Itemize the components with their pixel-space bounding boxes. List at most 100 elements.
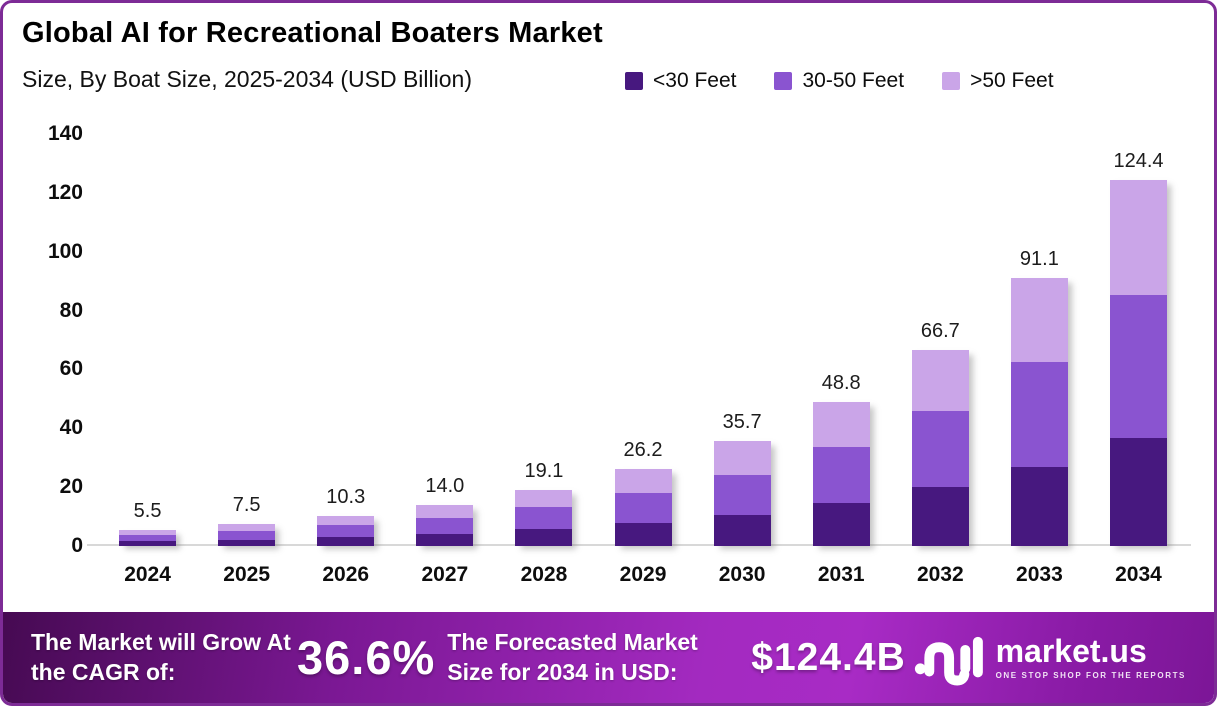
bar-column: 14.0 <box>395 134 494 546</box>
legend-label: 30-50 Feet <box>802 69 905 92</box>
bar-segment <box>1109 179 1167 295</box>
bar-segment <box>1010 277 1068 363</box>
bar-total-label: 26.2 <box>623 438 663 461</box>
stacked-bar <box>416 504 474 546</box>
bar-segment <box>119 541 177 546</box>
bar-column: 26.2 <box>593 134 692 546</box>
marketus-logo-icon <box>914 636 983 685</box>
bar-column: 10.3 <box>296 134 395 546</box>
legend-swatch <box>774 72 793 90</box>
plot-area: 5.5 7.5 10.3 14.0 19.1 26.2 35.7 48.8 66.7 91.1 12… <box>98 134 1188 546</box>
bar-column: 66.7 <box>891 134 990 546</box>
y-tick-label: 60 <box>59 357 83 381</box>
bar-segment <box>1109 437 1167 546</box>
cagr-label: The Market will Grow At the CAGR of: <box>31 629 291 685</box>
x-axis-labels: 2024 2025 2026 2027 2028 2029 2030 2031 2032 2033… <box>98 563 1188 587</box>
bar-segment <box>713 474 771 516</box>
x-tick-label: 2029 <box>619 563 667 586</box>
x-tick-label: 2031 <box>817 563 865 586</box>
y-tick-label: 140 <box>47 122 83 145</box>
stacked-bar <box>911 349 969 546</box>
legend-item: <30 Feet <box>625 69 736 93</box>
forecast-value: $124.4B <box>751 635 906 679</box>
bar-segment <box>812 503 870 546</box>
bar-column: 35.7 <box>693 134 792 546</box>
y-axis: 0 20 40 60 80 100 120 140 <box>3 122 83 557</box>
bar-segment <box>218 523 276 531</box>
bar-segment <box>119 534 177 542</box>
legend: <30 Feet 30-50 Feet >50 Feet <box>625 69 1054 93</box>
legend-swatch <box>625 72 643 90</box>
stacked-bar <box>1010 277 1068 546</box>
bar-total-label: 7.5 <box>232 493 261 516</box>
bar-segment <box>119 529 177 535</box>
bar-segment <box>1010 467 1068 546</box>
bar-segment <box>911 487 969 546</box>
stacked-bar <box>812 402 870 546</box>
bar-segment <box>218 531 276 540</box>
y-tick-label: 40 <box>59 416 83 440</box>
x-tick-label: 2028 <box>520 563 568 586</box>
bar-segment <box>713 440 771 475</box>
chart-subtitle: Size, By Boat Size, 2025-2034 (USD Billi… <box>22 66 472 92</box>
x-tick-label: 2034 <box>1115 563 1162 586</box>
marketus-logo: market.us ONE STOP SHOP FOR THE REPORTS <box>914 630 1186 686</box>
bar-segment <box>218 539 276 546</box>
forecast-label: The Forecasted Market Size for 2034 in U… <box>447 629 698 685</box>
bar-segment <box>317 537 375 546</box>
bar-segment <box>713 515 771 546</box>
footer-banner: The Market will Grow At the CAGR of: 36.… <box>3 612 1214 703</box>
bar-column: 48.8 <box>792 134 891 546</box>
stacked-bar <box>614 468 672 546</box>
bar-segment <box>614 523 672 546</box>
y-tick-label: 120 <box>47 180 83 204</box>
y-tick-label: 100 <box>47 239 83 263</box>
bar-total-label: 48.8 <box>821 372 861 395</box>
bar-total-label: 91.1 <box>1019 247 1059 270</box>
x-tick-label: 2024 <box>124 563 171 586</box>
bar-segment <box>911 410 969 488</box>
x-tick-label: 2033 <box>1016 563 1063 586</box>
stacked-bar <box>218 523 276 546</box>
stacked-bar <box>119 529 177 546</box>
legend-item: 30-50 Feet <box>774 69 904 93</box>
bar-segment <box>317 515 375 526</box>
x-tick-label: 2032 <box>916 563 964 586</box>
bar-segment <box>317 525 375 538</box>
legend-item: >50 Feet <box>942 69 1054 93</box>
bar-total-label: 14.0 <box>425 474 465 497</box>
cagr-value: 36.6% <box>297 631 436 684</box>
logo-text-block: market.us ONE STOP SHOP FOR THE REPORTS <box>996 635 1186 680</box>
chart-title: Global AI for Recreational Boaters Marke… <box>22 17 603 49</box>
legend-label: <30 Feet <box>653 69 737 92</box>
y-tick-label: 0 <box>71 534 83 557</box>
stacked-bar <box>713 440 771 546</box>
bar-segment <box>812 402 870 448</box>
logo-name: market.us <box>995 633 1147 669</box>
bar-column: 19.1 <box>494 134 593 546</box>
bar-segment <box>1109 294 1167 438</box>
bar-segment <box>812 447 870 504</box>
bar-column: 124.4 <box>1089 134 1188 546</box>
bar-segment <box>515 489 573 508</box>
bar-segment <box>911 349 969 411</box>
y-tick-label: 20 <box>59 475 83 499</box>
legend-swatch <box>942 72 961 90</box>
stacked-bar <box>317 515 375 546</box>
bar-total-label: 10.3 <box>326 485 366 508</box>
bar-segment <box>1010 362 1068 468</box>
y-tick-label: 80 <box>59 298 83 322</box>
bar-total-label: 19.1 <box>524 459 564 482</box>
bar-segment <box>515 507 573 530</box>
stacked-bar <box>515 489 573 546</box>
bar-segment <box>416 517 474 534</box>
x-tick-label: 2027 <box>421 563 469 586</box>
x-tick-label: 2025 <box>223 563 270 586</box>
bar-total-label: 5.5 <box>133 499 162 522</box>
bar-segment <box>614 493 672 524</box>
bar-total-label: 35.7 <box>722 410 762 433</box>
bar-column: 91.1 <box>990 134 1089 546</box>
x-tick-label: 2026 <box>322 563 370 586</box>
bar-total-label: 66.7 <box>920 319 960 342</box>
